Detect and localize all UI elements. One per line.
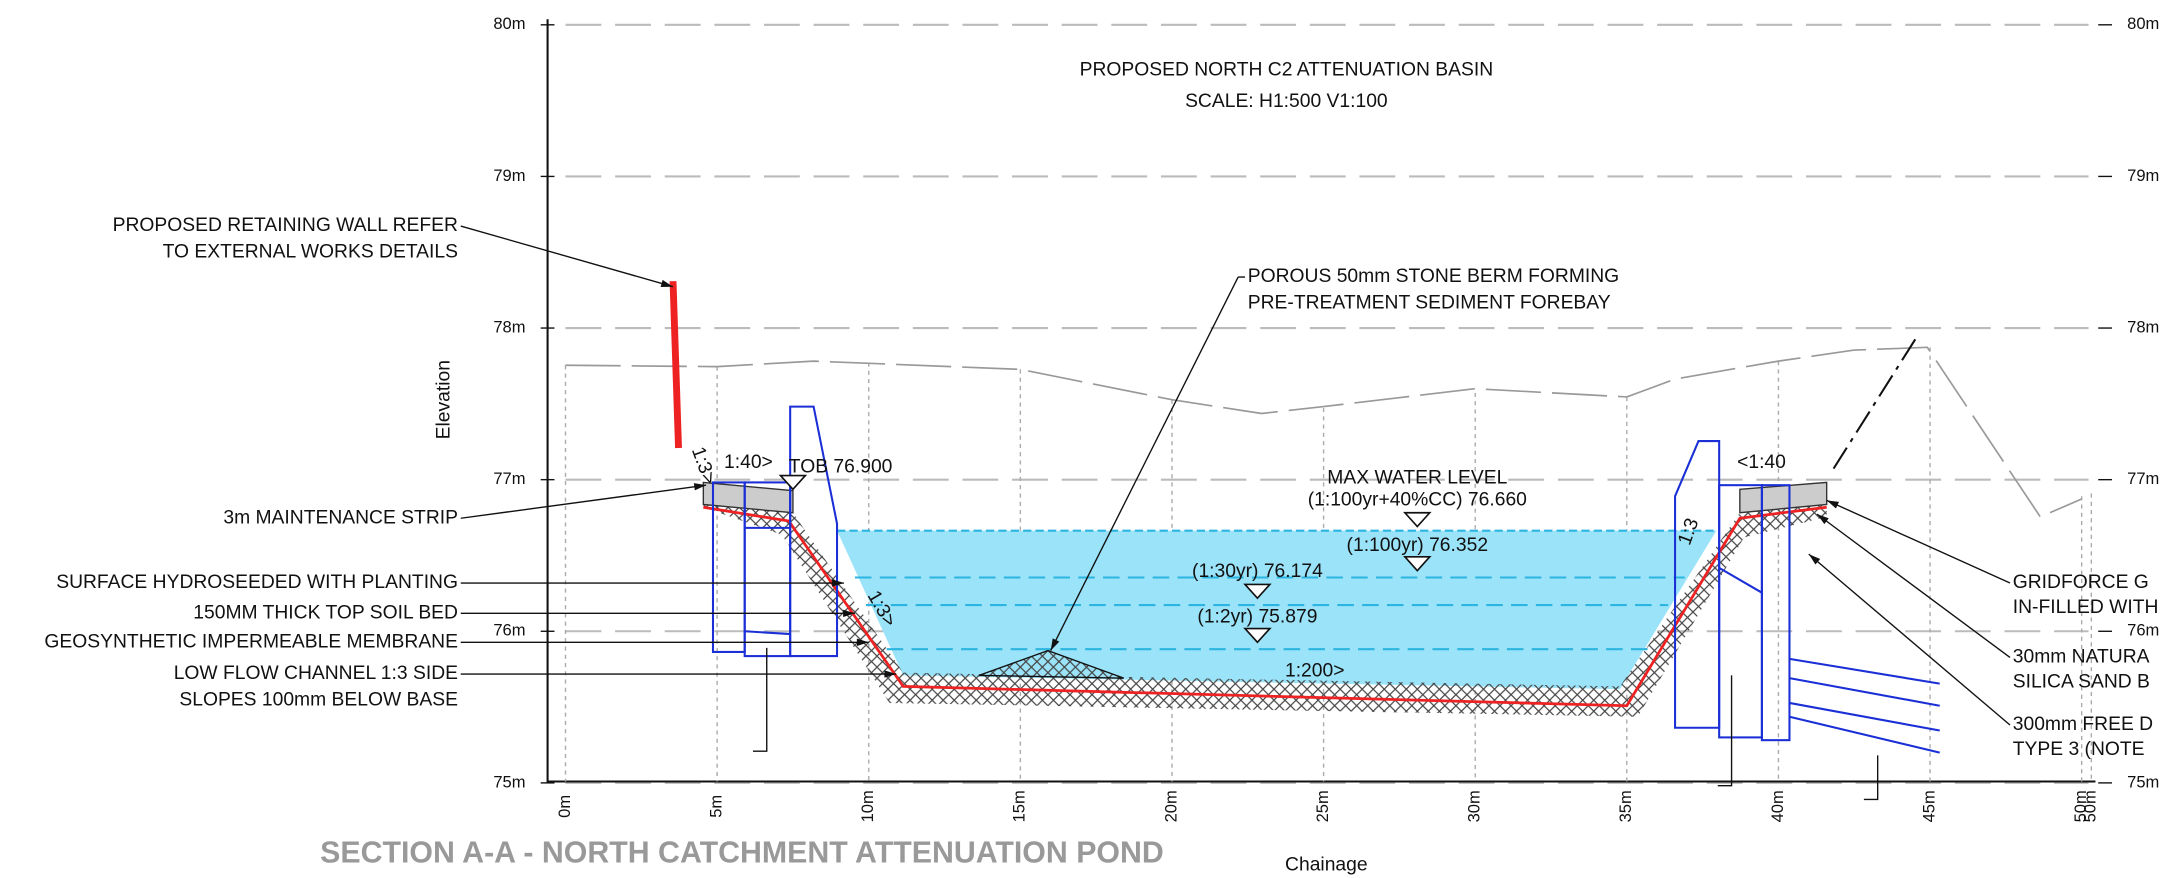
- structure: [1760, 484, 1791, 742]
- level-marker: [1243, 627, 1272, 644]
- section-mark: [1863, 755, 1879, 801]
- arrowhead: [1050, 638, 1060, 651]
- x-tick-label: 50m: [2081, 790, 2100, 822]
- note: SURFACE HYDROSEEDED WITH PLANTING: [56, 572, 458, 593]
- y-tick-label: 76m: [493, 621, 525, 640]
- x-tick-label: 30m: [1465, 790, 1484, 822]
- section-mark: [1717, 675, 1733, 787]
- note: SILICA SAND B: [2013, 671, 2150, 692]
- slope-label: 1:3>: [687, 444, 720, 487]
- level-label: MAX WATER LEVEL: [1327, 467, 1507, 488]
- y-axis-label: Elevation: [433, 360, 454, 439]
- level-label: (1:30yr) 76.174: [1192, 561, 1323, 582]
- level-label: TOB 76.900: [789, 456, 893, 477]
- arrowhead: [1808, 554, 1821, 565]
- leader: [1816, 513, 2011, 659]
- pipe: [1789, 701, 1940, 732]
- arrowhead: [856, 638, 869, 646]
- note: 30mm NATURA: [2013, 647, 2150, 668]
- leader: [460, 225, 674, 288]
- note: GEOSYNTHETIC IMPERMEABLE MEMBRANE: [44, 631, 458, 652]
- gravel-strip: [702, 481, 794, 514]
- note: GRIDFORCE G: [2013, 572, 2149, 593]
- y2-tick-label: 75m: [2127, 772, 2159, 791]
- structure: [1674, 440, 1721, 729]
- x-tick-label: 40m: [1768, 790, 1787, 822]
- stone-berm: [978, 649, 1124, 679]
- level-label: (1:100yr) 76.352: [1347, 535, 1488, 556]
- note: TO EXTERNAL WORKS DETAILS: [163, 241, 458, 262]
- drawing-scale: SCALE: H1:500 V1:100: [1185, 91, 1388, 112]
- slope-label: 1:200>: [1285, 660, 1345, 681]
- y2-tick-label: 77m: [2127, 469, 2159, 488]
- x-tick-label: 45m: [1919, 790, 1938, 822]
- drawing-title: PROPOSED NORTH C2 ATTENUATION BASIN: [1080, 59, 1494, 80]
- section-mark: [752, 647, 768, 752]
- y-tick-label: 80m: [493, 14, 525, 33]
- x-tick-label: 25m: [1313, 790, 1332, 822]
- note: POROUS 50mm STONE BERM FORMING: [1248, 266, 1619, 287]
- note: PRE-TREATMENT SEDIMENT FOREBAY: [1248, 292, 1611, 313]
- note: SLOPES 100mm BELOW BASE: [179, 689, 458, 710]
- level-marker: [1403, 556, 1432, 572]
- x-tick-label: 15m: [1010, 790, 1029, 822]
- level-label: (1:100yr+40%CC) 76.660: [1308, 489, 1527, 510]
- level-marker: [1403, 511, 1432, 528]
- leader: [1050, 276, 1239, 651]
- y2-tick-label: 79m: [2127, 166, 2159, 185]
- x-tick-label: 20m: [1161, 790, 1180, 822]
- y-tick-label: 77m: [493, 469, 525, 488]
- pipe: [1789, 715, 1940, 754]
- x-axis-label: Chainage: [1285, 855, 1368, 876]
- existing-ground: [565, 346, 2083, 518]
- pipe: [1789, 657, 1940, 685]
- arrowhead: [832, 579, 844, 587]
- note: 3m MAINTENANCE STRIP: [223, 507, 458, 528]
- note: IN-FILLED WITH: [2013, 597, 2159, 618]
- note: 300mm FREE D: [2013, 714, 2153, 735]
- slope-label: <1:40: [1737, 452, 1786, 473]
- arrowhead: [693, 483, 707, 491]
- note: TYPE 3 (NOTE: [2013, 739, 2145, 760]
- membrane: [703, 505, 1827, 708]
- proposed-slope: [1832, 337, 1918, 470]
- level-label: (1:2yr) 75.879: [1197, 607, 1317, 628]
- leader: [1808, 553, 2011, 726]
- x-tick-label: 10m: [858, 790, 877, 822]
- retaining-wall: [669, 281, 682, 449]
- x-tick-label: 0m: [555, 795, 574, 818]
- arrowhead: [884, 670, 897, 678]
- arrowhead: [843, 609, 855, 618]
- note: 150MM THICK TOP SOIL BED: [193, 602, 458, 623]
- arrowhead: [1826, 500, 1839, 509]
- y2-tick-label: 78m: [2127, 317, 2159, 336]
- y-tick-label: 78m: [493, 317, 525, 336]
- level-marker: [1243, 583, 1272, 600]
- y-tick-label: 75m: [493, 772, 525, 791]
- leader: [460, 484, 707, 519]
- y2-tick-label: 76m: [2127, 621, 2159, 640]
- y2-tick-label: 80m: [2127, 14, 2159, 33]
- arrowhead: [1817, 514, 1829, 525]
- section-title: SECTION A-A - NORTH CATCHMENT ATTENUATIO…: [320, 837, 1164, 870]
- x-tick-label: 50m: [2071, 790, 2090, 822]
- arrowhead: [660, 279, 674, 287]
- y-tick-label: 79m: [493, 166, 525, 185]
- note: PROPOSED RETAINING WALL REFER: [113, 215, 458, 236]
- structure: [789, 405, 839, 658]
- pipe: [1718, 566, 1763, 594]
- note: LOW FLOW CHANNEL 1:3 SIDE: [174, 663, 458, 684]
- leader: [1826, 499, 2011, 584]
- pipe: [1789, 677, 1940, 707]
- x-tick-label: 5m: [706, 795, 725, 818]
- pipe: [744, 630, 791, 636]
- x-tick-label: 35m: [1616, 790, 1635, 822]
- slope-label: 1:40>: [724, 452, 773, 473]
- level-marker: [778, 474, 808, 491]
